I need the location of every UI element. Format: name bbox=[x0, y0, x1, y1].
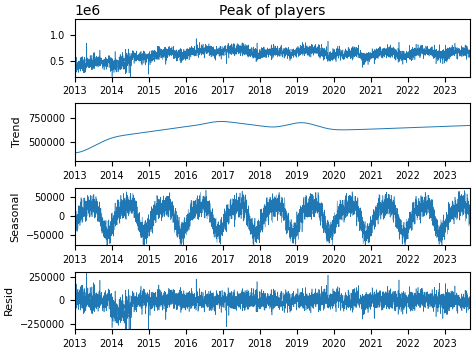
Title: Peak of players: Peak of players bbox=[219, 4, 325, 18]
Y-axis label: Resid: Resid bbox=[4, 285, 14, 316]
Y-axis label: Trend: Trend bbox=[12, 117, 22, 148]
Y-axis label: Seasonal: Seasonal bbox=[10, 191, 20, 241]
